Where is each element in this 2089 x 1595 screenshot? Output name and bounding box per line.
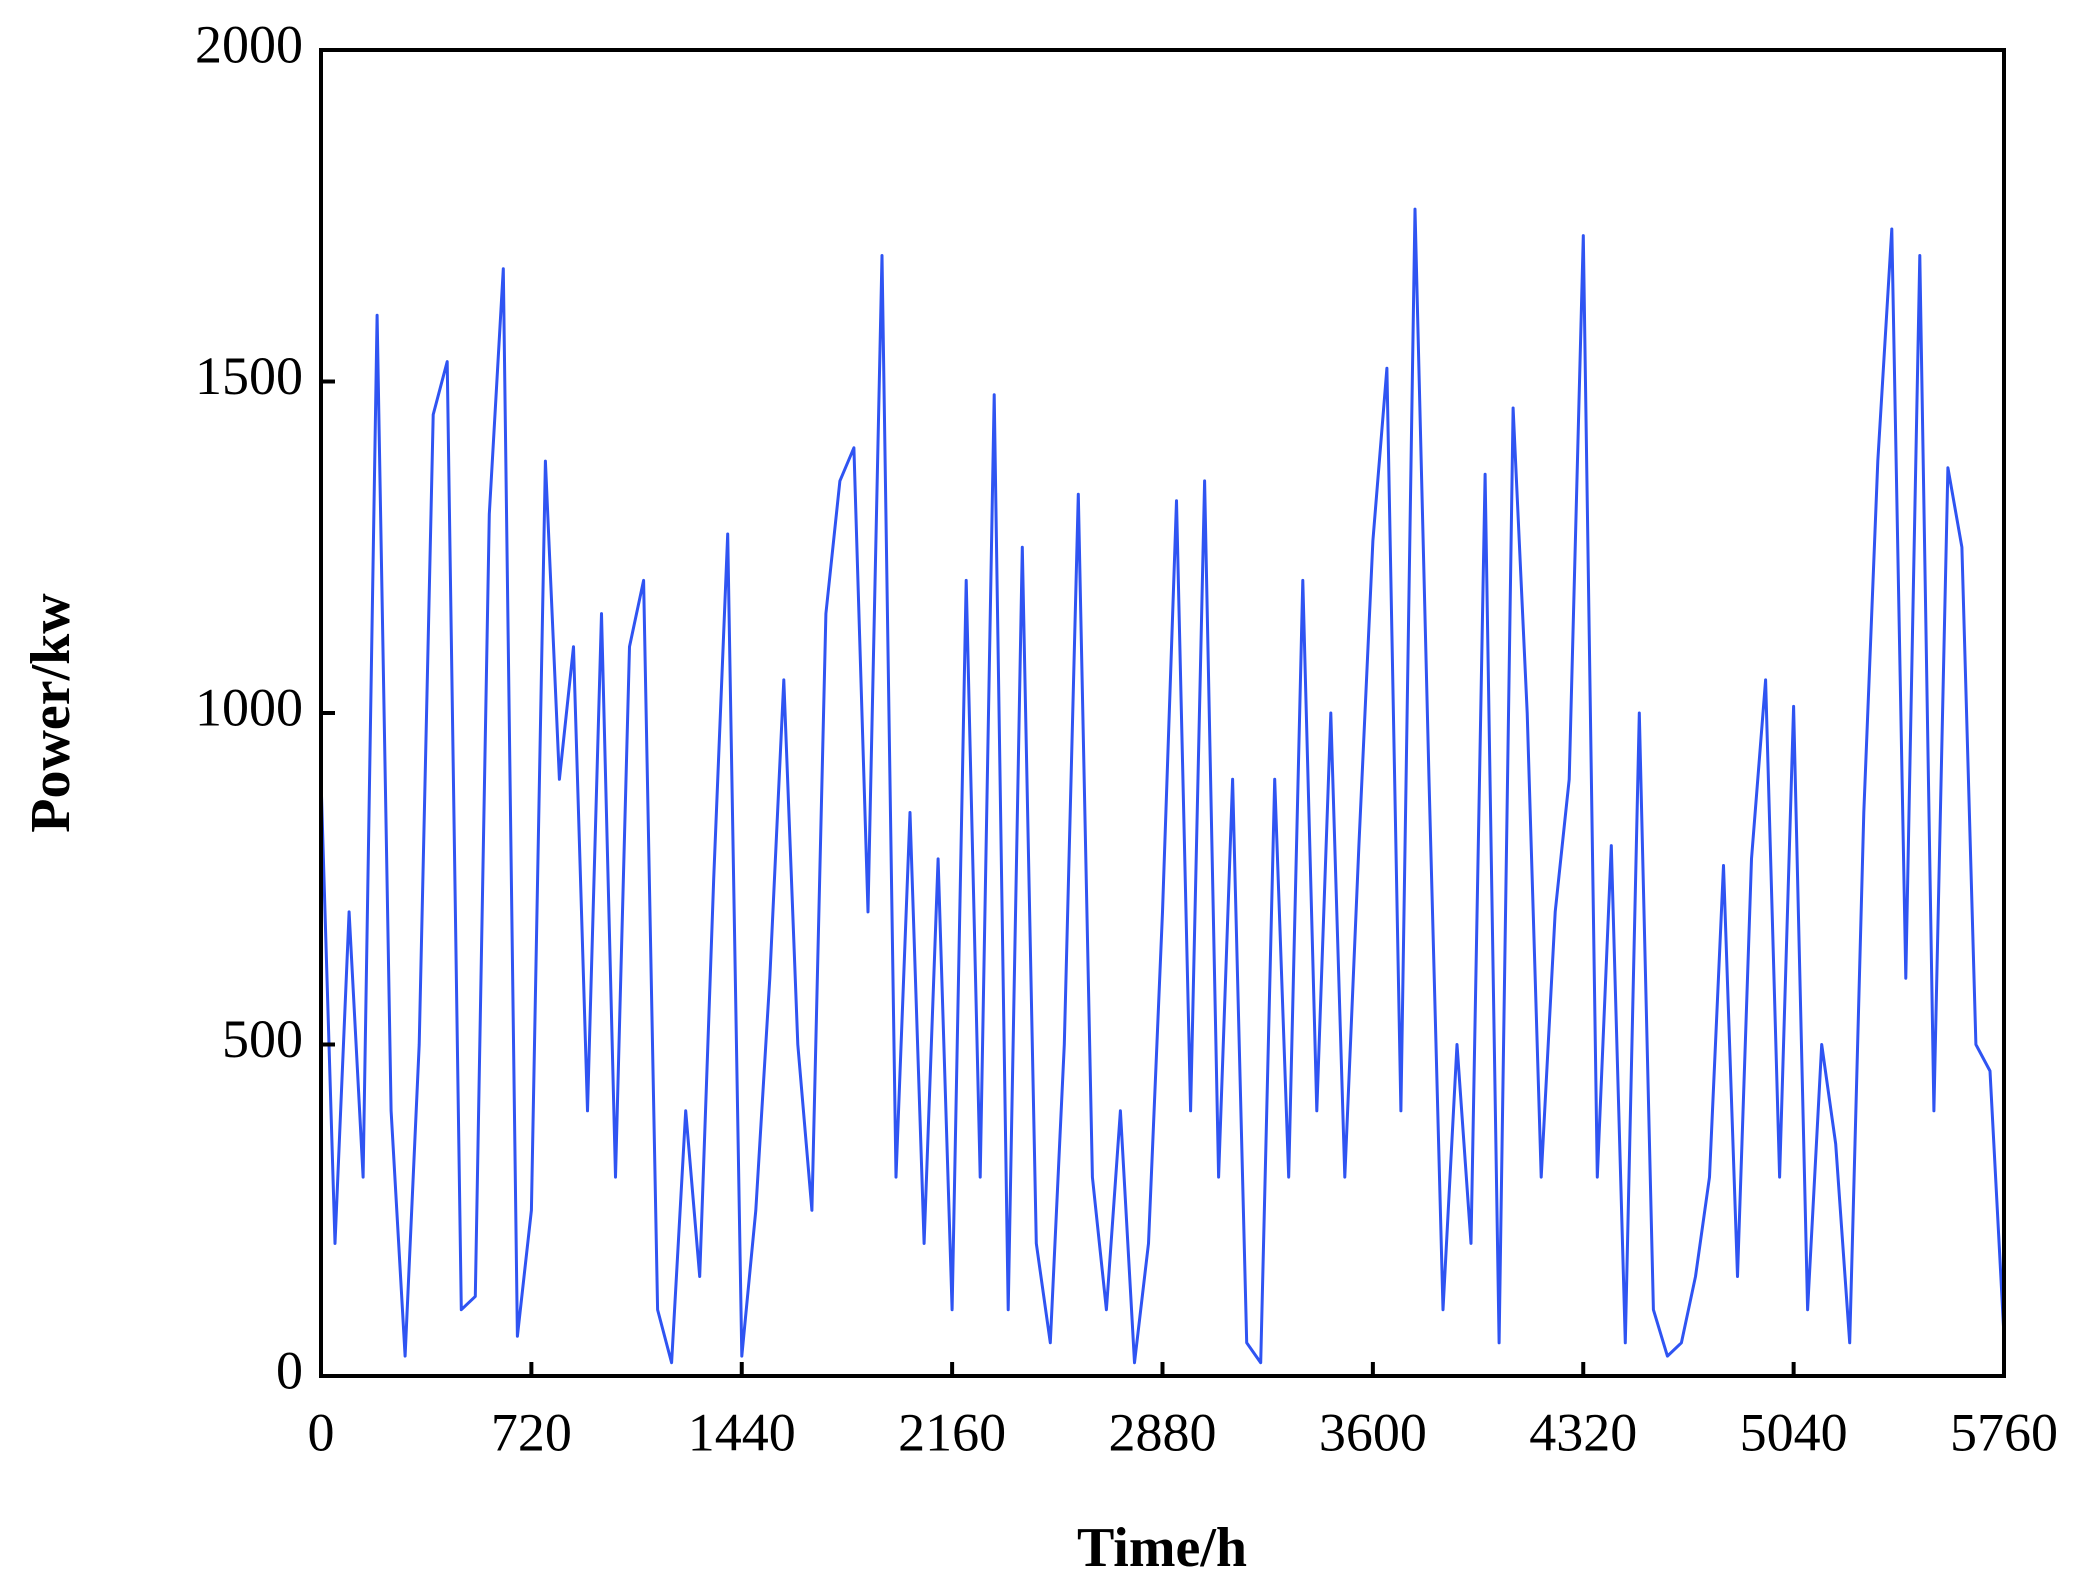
y-tick-label: 500 (222, 1009, 303, 1069)
x-tick-label: 0 (308, 1402, 335, 1462)
y-tick-label: 2000 (195, 14, 303, 74)
y-tick-label: 0 (276, 1340, 303, 1400)
x-tick-label: 5040 (1740, 1402, 1848, 1462)
plot-frame (319, 48, 2006, 1378)
y-tick-label: 1000 (195, 677, 303, 737)
y-tick-label: 1500 (195, 346, 303, 406)
x-tick-label: 3600 (1319, 1402, 1427, 1462)
x-tick-label: 5760 (1950, 1402, 2058, 1462)
x-axis-label: Time/h (1077, 1517, 1247, 1579)
x-tick-label: 2880 (1109, 1402, 1217, 1462)
data-line (319, 207, 2006, 1365)
x-tick-label: 2160 (898, 1402, 1006, 1462)
x-tick-label: 720 (491, 1402, 572, 1462)
y-axis-label: Power/kw (20, 593, 82, 833)
x-tick-label: 1440 (688, 1402, 796, 1462)
x-tick-label: 4320 (1529, 1402, 1637, 1462)
